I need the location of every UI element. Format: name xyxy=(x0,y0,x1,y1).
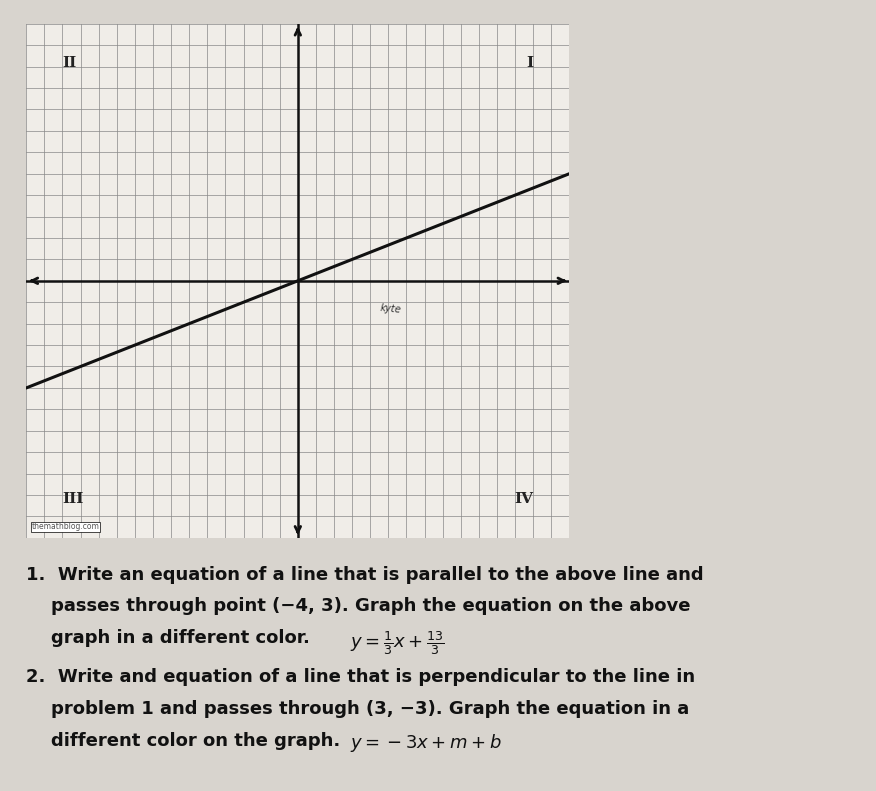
Text: themathblog.com: themathblog.com xyxy=(32,522,100,532)
Text: passes through point (−4, 3). Graph the equation on the above: passes through point (−4, 3). Graph the … xyxy=(26,597,691,615)
Text: different color on the graph.: different color on the graph. xyxy=(26,732,341,750)
Text: III: III xyxy=(62,492,84,505)
Text: 1.  Write an equation of a line that is parallel to the above line and: 1. Write an equation of a line that is p… xyxy=(26,566,704,584)
Text: kyte: kyte xyxy=(379,303,401,315)
Text: $y=-3x+m+b$: $y=-3x+m+b$ xyxy=(350,732,502,754)
Text: I: I xyxy=(526,56,533,70)
Text: IV: IV xyxy=(514,492,533,505)
Text: $y=\frac{1}{3}x+\frac{13}{3}$: $y=\frac{1}{3}x+\frac{13}{3}$ xyxy=(350,629,445,657)
Text: graph in a different color.: graph in a different color. xyxy=(26,629,310,647)
Text: 2.  Write and equation of a line that is perpendicular to the line in: 2. Write and equation of a line that is … xyxy=(26,668,696,687)
Text: II: II xyxy=(62,56,77,70)
Text: problem 1 and passes through (3, −3). Graph the equation in a: problem 1 and passes through (3, −3). Gr… xyxy=(26,700,689,718)
